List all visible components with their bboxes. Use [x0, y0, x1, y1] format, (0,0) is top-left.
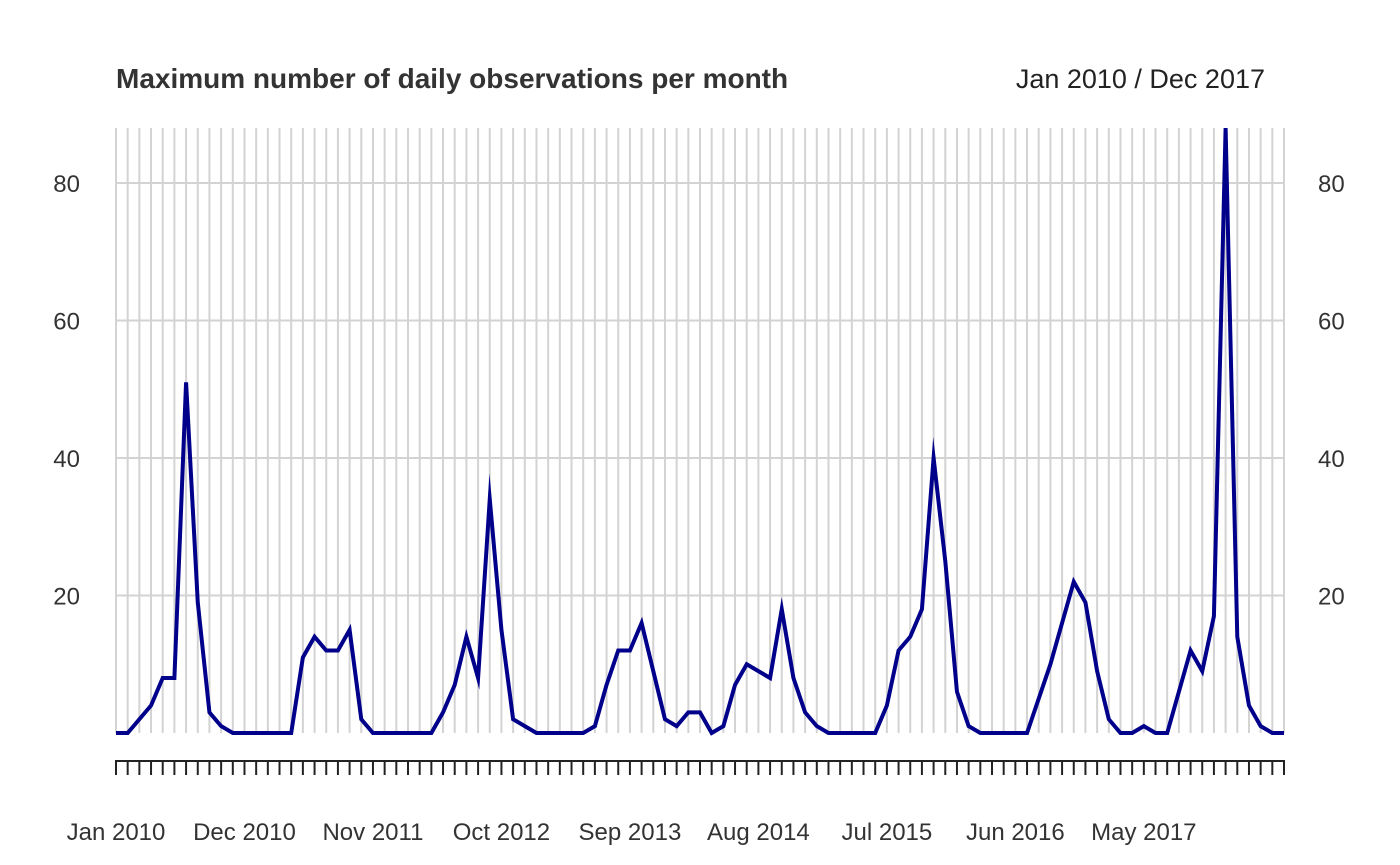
- x-tick-label: Nov 2011: [322, 819, 423, 846]
- chart-title: Maximum number of daily observations per…: [116, 63, 788, 94]
- y-tick-label-left: 60: [53, 309, 80, 336]
- x-tick-label: Jun 2016: [966, 819, 1065, 846]
- x-tick-label: Jan 2010: [67, 819, 166, 846]
- y-tick-label-left: 40: [53, 446, 80, 473]
- y-tick-label-right: 40: [1318, 446, 1345, 473]
- horizontal-gridlines: [116, 182, 1284, 597]
- x-tick-label: Sep 2013: [579, 819, 682, 846]
- y-tick-label-left: 20: [53, 584, 80, 611]
- series-group: [116, 127, 1284, 736]
- series-line: [116, 127, 1284, 736]
- y-axis-left: 20 40 60 80: [53, 171, 80, 611]
- x-tick-label: Aug 2014: [707, 819, 810, 846]
- y-tick-label-right: 20: [1318, 584, 1345, 611]
- y-tick-label-right: 80: [1318, 171, 1345, 198]
- y-axis-right: 20 40 60 80: [1318, 171, 1345, 611]
- y-tick-label-right: 60: [1318, 309, 1345, 336]
- x-tick-label: May 2017: [1091, 819, 1196, 846]
- x-tick-label: Oct 2012: [453, 819, 550, 846]
- x-axis: Jan 2010 Dec 2010 Nov 2011 Oct 2012 Sep 2013…: [67, 760, 1285, 846]
- date-range-label: Jan 2010 / Dec 2017: [1016, 64, 1265, 94]
- vertical-gridlines: [115, 128, 1285, 733]
- x-tick-label: Jul 2015: [842, 819, 933, 846]
- y-tick-label-left: 80: [53, 171, 80, 198]
- x-tick-label: Dec 2010: [193, 819, 296, 846]
